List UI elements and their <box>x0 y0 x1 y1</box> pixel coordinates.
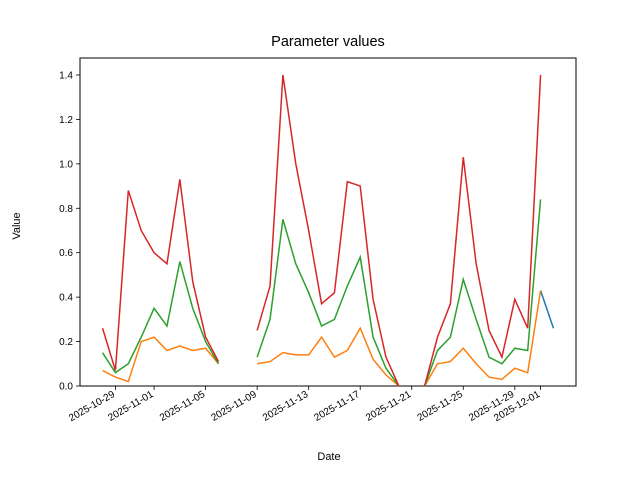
svg-text:0.0: 0.0 <box>59 382 73 393</box>
svg-text:2025-11-09: 2025-11-09 <box>209 389 259 424</box>
svg-text:0.8: 0.8 <box>59 204 73 215</box>
svg-text:0.2: 0.2 <box>59 337 73 348</box>
svg-text:2025-11-05: 2025-11-05 <box>158 389 208 424</box>
svg-text:Date: Date <box>317 451 340 463</box>
svg-text:1.0: 1.0 <box>59 159 73 170</box>
svg-text:1.4: 1.4 <box>59 70 73 81</box>
svg-text:2025-11-25: 2025-11-25 <box>416 389 466 424</box>
svg-text:2025-11-21: 2025-11-21 <box>364 389 414 424</box>
svg-text:0.6: 0.6 <box>59 248 73 259</box>
svg-text:2025-11-17: 2025-11-17 <box>313 389 363 424</box>
svg-text:Parameter values: Parameter values <box>271 34 385 50</box>
svg-text:Value: Value <box>11 212 23 239</box>
svg-text:1.2: 1.2 <box>59 115 73 126</box>
svg-text:0.4: 0.4 <box>59 293 73 304</box>
svg-text:2025-11-13: 2025-11-13 <box>261 389 311 424</box>
